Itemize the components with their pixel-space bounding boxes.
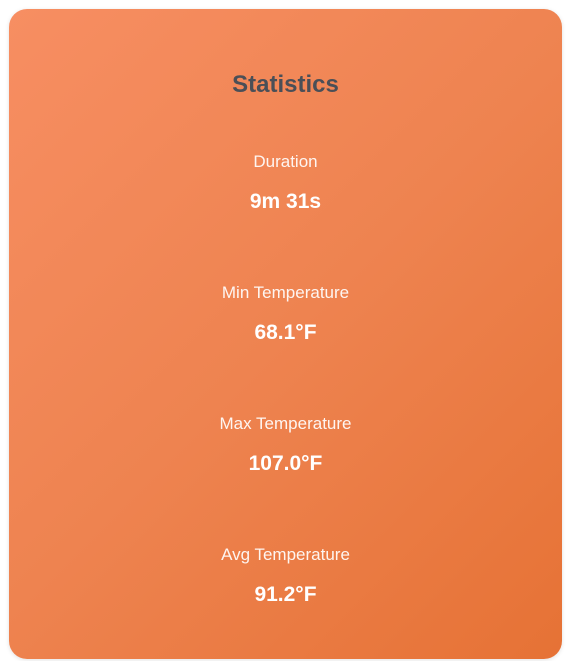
stat-label: Min Temperature bbox=[221, 283, 350, 302]
statistics-card: Statistics Duration 9m 31s Min Temperatu… bbox=[9, 9, 562, 659]
stat-value: 91.2°F bbox=[254, 583, 317, 606]
stat-value: 9m 31s bbox=[249, 190, 322, 213]
stat-label: Avg Temperature bbox=[221, 545, 350, 564]
stat-value: 68.1°F bbox=[254, 321, 317, 344]
stat-value: 107.0°F bbox=[248, 452, 323, 475]
card-title: Statistics bbox=[232, 71, 339, 98]
stat-max-temperature: Max Temperature 107.0°F bbox=[9, 414, 562, 476]
stat-label: Duration bbox=[253, 152, 318, 171]
stat-label: Max Temperature bbox=[219, 414, 352, 433]
stat-avg-temperature: Avg Temperature 91.2°F bbox=[9, 545, 562, 607]
stat-min-temperature: Min Temperature 68.1°F bbox=[9, 283, 562, 345]
stat-duration: Duration 9m 31s bbox=[9, 152, 562, 214]
